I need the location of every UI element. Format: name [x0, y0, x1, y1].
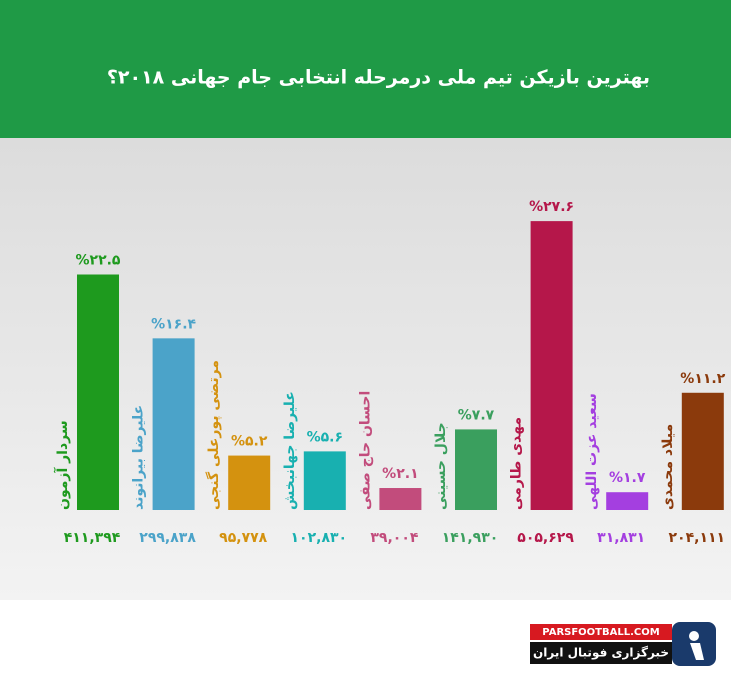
bar: [530, 221, 573, 510]
value-label: %۱۶.۴: [151, 316, 196, 332]
bar: [228, 455, 271, 510]
category-label: علیرضا جهانبخش: [282, 391, 298, 510]
logo-icon-head: [689, 631, 699, 641]
chart-title: بهترین بازیکن تیم ملی درمرحله انتخابی جا…: [107, 67, 650, 89]
logo: PARSFOOTBALL.COM خبرگزاری فوتبال ایران: [530, 622, 716, 666]
logo-tagline: خبرگزاری فوتبال ایران: [533, 646, 669, 661]
bar: [455, 429, 497, 510]
vote-count: ۳۱,۸۳۱: [597, 530, 645, 546]
value-label: %۵.۶: [307, 429, 343, 445]
vote-count: ۳۹,۰۰۴: [370, 530, 418, 546]
category-label: سردار آزمون: [53, 420, 71, 510]
vote-count: ۱۰۲,۸۳۰: [291, 530, 348, 546]
category-label: مرتضی پورعلی گنجی: [205, 360, 222, 510]
bar: [303, 451, 346, 510]
bar: [379, 488, 422, 510]
header-band: [0, 0, 731, 138]
category-label: مهدی طارمی: [509, 417, 525, 510]
vote-count: ۹۵,۷۷۸: [219, 530, 267, 546]
bar: [77, 274, 119, 510]
category-label: سعید عزت اللهی: [584, 393, 600, 510]
logo-brand: PARSFOOTBALL.COM: [542, 627, 659, 638]
vote-count: ۱۴۱,۹۳۰: [442, 530, 499, 546]
value-label: %۲۲.۵: [76, 253, 121, 269]
vote-count: ۵۰۵,۶۲۹: [517, 530, 574, 546]
value-label: %۷.۷: [458, 407, 495, 423]
value-label: %۲.۱: [382, 466, 418, 482]
category-label: جلال حسینی: [433, 422, 449, 510]
chart-panel: [0, 138, 731, 600]
logo-tagline-box: [530, 642, 672, 664]
value-label: %۲۷.۶: [529, 199, 574, 215]
bar: [681, 392, 724, 510]
logo-brand-box: [530, 624, 672, 640]
logo-icon-body: [690, 643, 704, 660]
value-label: %۱.۷: [609, 470, 646, 486]
vote-count: ۴۱۱,۳۹۴: [64, 530, 121, 546]
vote-count: ۲۰۴,۱۱۱: [669, 530, 726, 546]
category-label: میلاد محمدی: [660, 424, 676, 510]
category-label: احسان حاج صفی: [357, 391, 373, 510]
value-label: %۱۱.۲: [680, 371, 725, 387]
vote-count: ۲۹۹,۸۳۸: [139, 530, 196, 546]
category-label: علیرضا بیرانوند: [131, 405, 147, 510]
value-label: %۵.۲: [231, 434, 268, 450]
bar: [152, 338, 195, 510]
bar: [606, 492, 649, 510]
